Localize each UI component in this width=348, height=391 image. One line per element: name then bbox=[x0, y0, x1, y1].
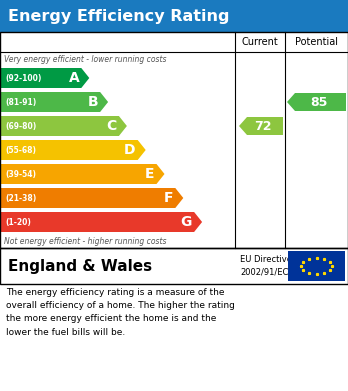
Text: Energy Efficiency Rating: Energy Efficiency Rating bbox=[8, 9, 229, 23]
Text: The energy efficiency rating is a measure of the
overall efficiency of a home. T: The energy efficiency rating is a measur… bbox=[6, 288, 235, 337]
Text: D: D bbox=[124, 143, 136, 157]
Polygon shape bbox=[0, 116, 127, 136]
Text: (92-100): (92-100) bbox=[5, 74, 41, 83]
Text: (69-80): (69-80) bbox=[5, 122, 36, 131]
Text: 72: 72 bbox=[254, 120, 272, 133]
Text: (81-91): (81-91) bbox=[5, 97, 36, 106]
Polygon shape bbox=[0, 92, 108, 112]
Text: (55-68): (55-68) bbox=[5, 145, 36, 154]
Text: Very energy efficient - lower running costs: Very energy efficient - lower running co… bbox=[4, 54, 166, 63]
Bar bbox=[0, 32, 348, 248]
Text: B: B bbox=[87, 95, 98, 109]
Text: Potential: Potential bbox=[295, 37, 338, 47]
Bar bbox=[0, 0, 348, 32]
Polygon shape bbox=[239, 117, 283, 135]
Text: England & Wales: England & Wales bbox=[8, 258, 152, 273]
Polygon shape bbox=[0, 140, 146, 160]
Text: A: A bbox=[69, 71, 79, 85]
Polygon shape bbox=[0, 212, 202, 232]
Text: G: G bbox=[181, 215, 192, 229]
Text: 85: 85 bbox=[310, 95, 327, 108]
Polygon shape bbox=[0, 68, 89, 88]
Bar bbox=[0, 248, 348, 284]
Text: E: E bbox=[145, 167, 155, 181]
Polygon shape bbox=[0, 164, 165, 184]
Text: (39-54): (39-54) bbox=[5, 170, 36, 179]
Text: C: C bbox=[106, 119, 117, 133]
Text: Not energy efficient - higher running costs: Not energy efficient - higher running co… bbox=[4, 237, 166, 246]
Text: (21-38): (21-38) bbox=[5, 194, 36, 203]
Bar bbox=[288, 251, 345, 281]
Text: (1-20): (1-20) bbox=[5, 217, 31, 226]
Polygon shape bbox=[0, 188, 183, 208]
Text: EU Directive
2002/91/EC: EU Directive 2002/91/EC bbox=[240, 255, 292, 277]
Polygon shape bbox=[287, 93, 346, 111]
Text: F: F bbox=[164, 191, 173, 205]
Text: Current: Current bbox=[242, 37, 278, 47]
